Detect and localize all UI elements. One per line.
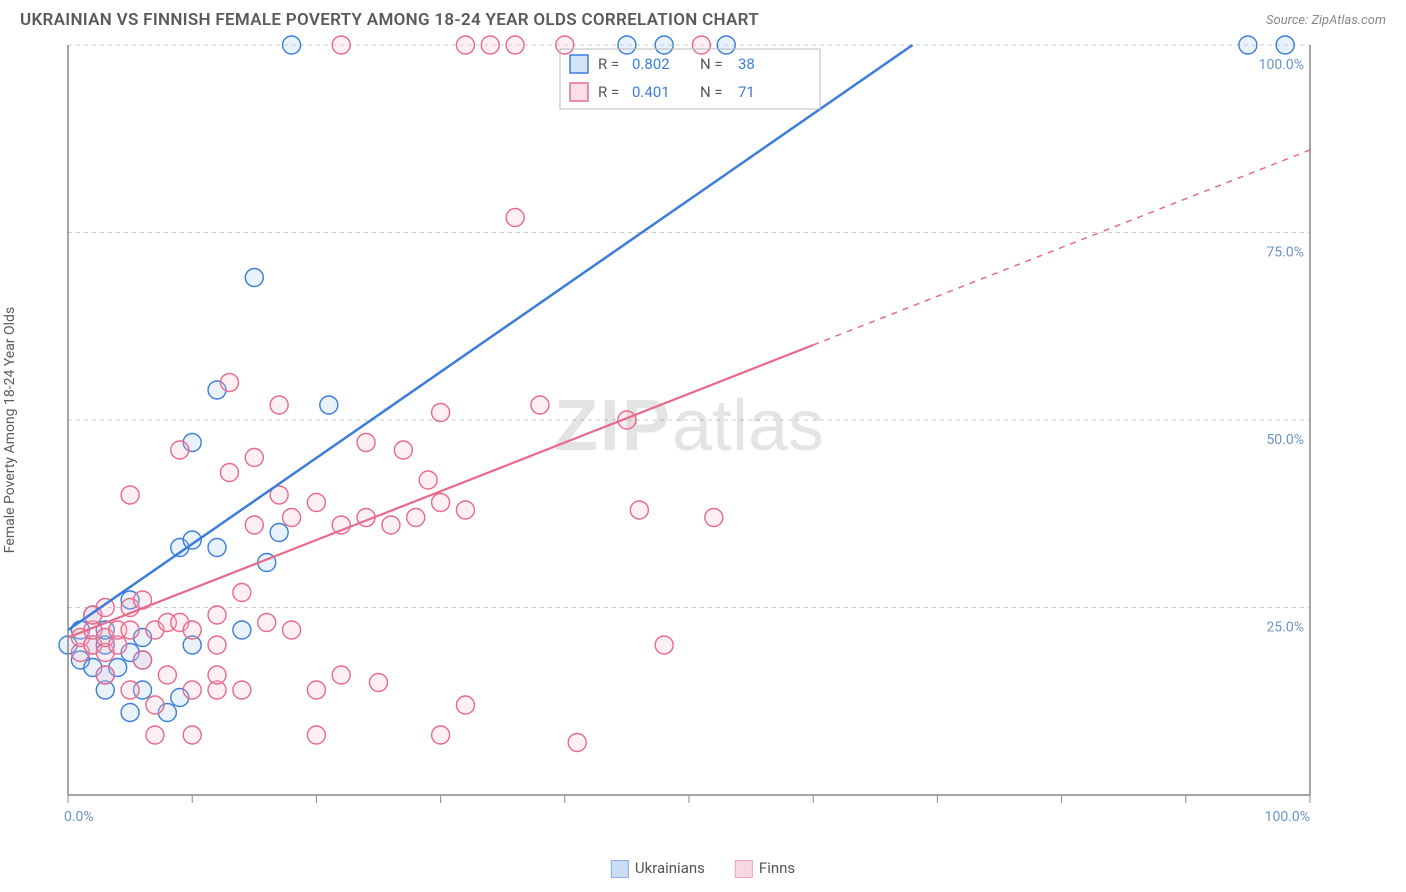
y-tick-label: 75.0% bbox=[1266, 245, 1304, 261]
data-point bbox=[245, 269, 263, 287]
data-point bbox=[270, 396, 288, 414]
data-point bbox=[357, 434, 375, 452]
data-point bbox=[382, 516, 400, 534]
data-point bbox=[183, 621, 201, 639]
data-point bbox=[245, 516, 263, 534]
data-point bbox=[208, 636, 226, 654]
y-tick-label: 25.0% bbox=[1266, 620, 1304, 636]
x-tick-label: 100.0% bbox=[1265, 809, 1310, 825]
data-point bbox=[655, 636, 673, 654]
data-point bbox=[307, 681, 325, 699]
data-point bbox=[220, 464, 238, 482]
regression-line bbox=[68, 45, 913, 630]
data-point bbox=[307, 494, 325, 512]
y-axis-label: Female Poverty Among 18-24 Year Olds bbox=[2, 307, 18, 553]
data-point bbox=[432, 494, 450, 512]
data-point bbox=[121, 486, 139, 504]
data-point bbox=[481, 36, 499, 54]
data-point bbox=[208, 606, 226, 624]
data-point bbox=[307, 726, 325, 744]
legend-swatch bbox=[735, 860, 753, 878]
legend-r-value: 0.802 bbox=[632, 55, 670, 73]
scatter-chart: 25.0% 50.0% 75.0% 100.0% ZIPatlas 0.0% 100.0% R… bbox=[20, 35, 1340, 825]
chart-source: Source: ZipAtlas.com bbox=[1266, 13, 1386, 28]
legend-series-name: Ukrainians bbox=[635, 859, 705, 877]
legend-r-value: 0.401 bbox=[632, 83, 670, 101]
data-point bbox=[208, 539, 226, 557]
data-point bbox=[332, 36, 350, 54]
data-point bbox=[556, 36, 574, 54]
y-tick-label: 100.0% bbox=[1259, 57, 1304, 73]
x-tick-label: 0.0% bbox=[64, 809, 94, 825]
legend-swatch bbox=[570, 55, 588, 73]
y-tick-label: 50.0% bbox=[1266, 432, 1304, 448]
data-point bbox=[630, 501, 648, 519]
data-point bbox=[233, 621, 251, 639]
data-point bbox=[1239, 36, 1257, 54]
data-point bbox=[283, 621, 301, 639]
data-point bbox=[506, 209, 524, 227]
legend-series-name: Finns bbox=[759, 859, 795, 877]
data-point bbox=[320, 396, 338, 414]
data-point bbox=[208, 666, 226, 684]
data-point bbox=[158, 666, 176, 684]
data-point bbox=[146, 696, 164, 714]
data-point bbox=[705, 509, 723, 527]
chart-header: UKRAINIAN VS FINNISH FEMALE POVERTY AMON… bbox=[0, 0, 1406, 35]
legend-bottom: Ukrainians Finns bbox=[611, 859, 795, 878]
data-point bbox=[121, 681, 139, 699]
legend-n-value: 71 bbox=[738, 83, 755, 101]
data-point bbox=[245, 449, 263, 467]
data-point bbox=[183, 681, 201, 699]
legend-item: Finns bbox=[735, 859, 795, 878]
chart-container: Female Poverty Among 18-24 Year Olds 25.… bbox=[20, 35, 1386, 825]
data-point bbox=[456, 36, 474, 54]
data-point bbox=[655, 36, 673, 54]
data-point bbox=[183, 726, 201, 744]
data-point bbox=[233, 584, 251, 602]
data-point bbox=[146, 726, 164, 744]
data-point bbox=[394, 441, 412, 459]
data-point bbox=[332, 666, 350, 684]
data-point bbox=[432, 726, 450, 744]
data-point bbox=[121, 704, 139, 722]
legend-r-label: R = bbox=[598, 55, 619, 73]
legend-n-label: N = bbox=[700, 83, 723, 101]
data-point bbox=[270, 524, 288, 542]
data-point bbox=[568, 734, 586, 752]
legend-n-value: 38 bbox=[738, 55, 755, 73]
data-point bbox=[283, 36, 301, 54]
data-point bbox=[121, 621, 139, 639]
data-point bbox=[432, 404, 450, 422]
chart-title: UKRAINIAN VS FINNISH FEMALE POVERTY AMON… bbox=[20, 10, 759, 30]
data-point bbox=[506, 36, 524, 54]
watermark: ZIPatlas bbox=[554, 386, 824, 466]
data-point bbox=[134, 651, 152, 669]
data-point bbox=[96, 666, 114, 684]
regression-line bbox=[68, 345, 813, 638]
data-point bbox=[233, 681, 251, 699]
data-point bbox=[1276, 36, 1294, 54]
regression-line-dashed bbox=[813, 150, 1310, 345]
legend-r-label: R = bbox=[598, 83, 619, 101]
legend-swatch bbox=[570, 83, 588, 101]
data-point bbox=[456, 501, 474, 519]
legend-item: Ukrainians bbox=[611, 859, 705, 878]
data-point bbox=[717, 36, 735, 54]
data-point bbox=[220, 374, 238, 392]
data-point bbox=[370, 674, 388, 692]
data-point bbox=[258, 614, 276, 632]
legend-n-label: N = bbox=[700, 55, 723, 73]
data-point bbox=[283, 509, 301, 527]
data-point bbox=[456, 696, 474, 714]
data-point bbox=[618, 36, 636, 54]
data-point bbox=[419, 471, 437, 489]
data-point bbox=[407, 509, 425, 527]
data-point bbox=[692, 36, 710, 54]
legend-swatch bbox=[611, 860, 629, 878]
data-point bbox=[531, 396, 549, 414]
data-point bbox=[171, 441, 189, 459]
